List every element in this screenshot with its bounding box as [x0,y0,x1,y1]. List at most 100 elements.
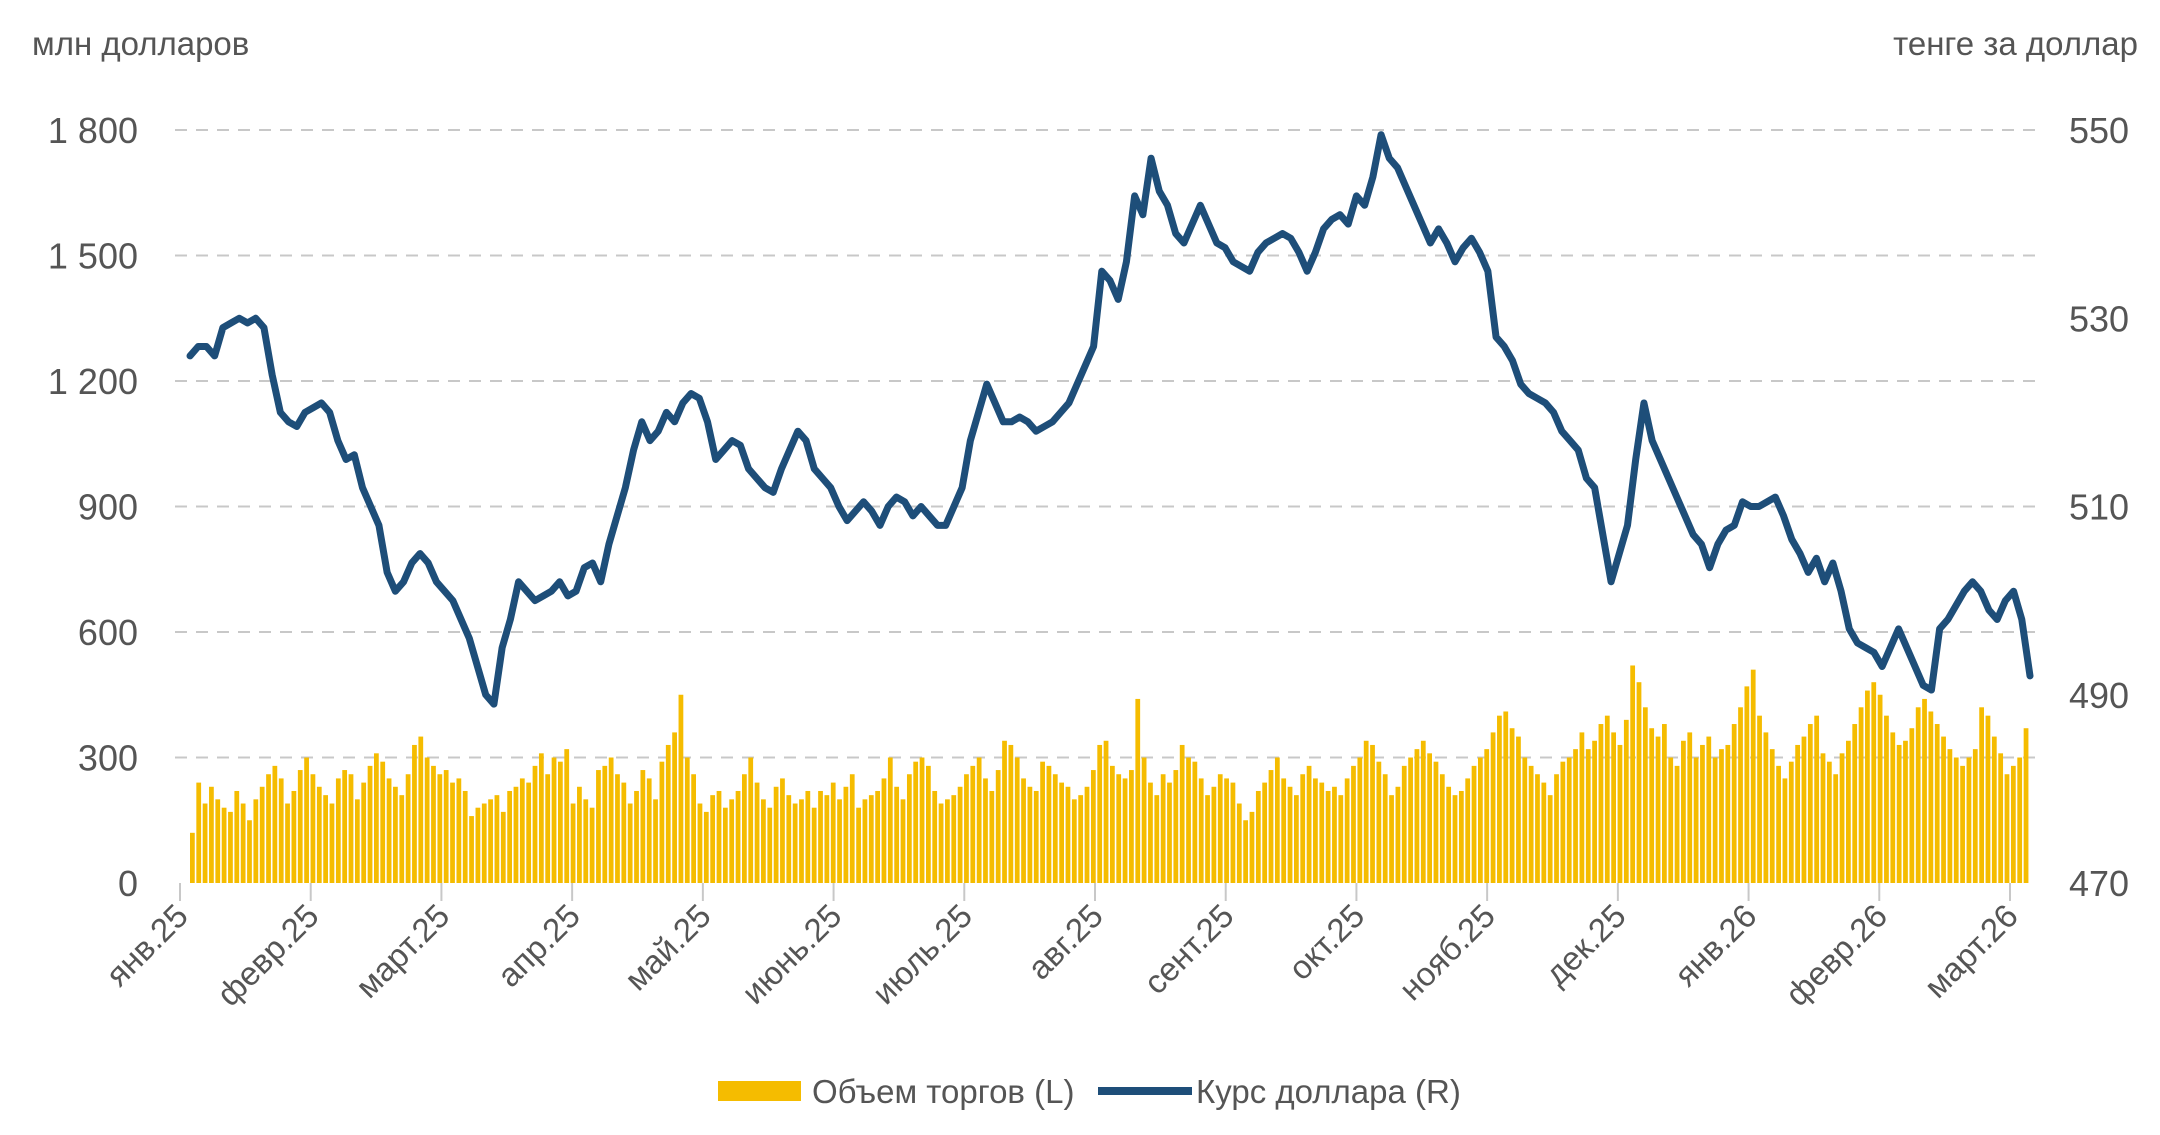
volume-bar [1046,765,1052,883]
exchange-rate-line [186,131,2034,708]
volume-bar [1084,786,1090,883]
left-tick-label: 0 [118,863,138,904]
x-tick-label: нояб.25 [1392,897,1502,1007]
volume-bar [900,799,906,883]
volume-bar [1141,757,1147,883]
volume-bar [374,753,379,883]
volume-bar [1300,774,1306,883]
volume-bar [240,803,246,883]
volume-bar [1579,732,1585,883]
volume-bar [1414,749,1420,883]
volume-bar [348,774,354,883]
volume-bar [1522,757,1528,883]
volume-bar [1839,753,1845,883]
volume-bar [1103,740,1109,883]
volume-bar [1763,732,1769,883]
volume-bar [1122,778,1128,883]
volume-bar [2017,757,2023,883]
volume-bar [1211,786,1217,883]
volume-bar [1325,790,1331,883]
volume-bar [1408,757,1413,883]
volume-bar [1401,765,1407,883]
volume-bar [1281,778,1287,883]
volume-bar [894,786,900,883]
volume-bar [1972,749,1978,883]
volume-bar [862,799,868,883]
volume-bar [532,765,538,883]
volume-bar [1167,782,1172,883]
volume-bar [1642,707,1648,883]
volume-bar [589,807,595,883]
volume-bar [247,820,252,883]
volume-bar [1611,732,1616,883]
volume-bar [945,799,950,883]
x-tick-label: дек.25 [1537,897,1632,992]
volume-bar [653,799,658,883]
volume-bar [1934,724,1940,883]
x-tick-label: июль.25 [865,897,979,1011]
volume-bar [1662,724,1667,883]
volume-bar [951,795,957,883]
volume-bar [558,761,563,883]
volume-bar [735,790,741,883]
volume-bar [190,832,195,883]
x-tick-label: март.25 [348,897,456,1005]
volume-bar [361,782,367,883]
volume-bar [481,803,487,883]
volume-bar [938,803,944,883]
volume-bar [1947,749,1953,883]
volume-bar [1776,765,1781,883]
volume-bar [1306,765,1312,883]
volume-bar [830,782,836,883]
volume-bar [1027,786,1033,883]
volume-bar [843,786,849,883]
volume-bar [881,778,887,883]
volume-bar [1205,795,1210,883]
volume-bar [329,803,335,883]
volume-bar [837,799,842,883]
volume-bar [418,736,424,883]
volume-bar [856,807,861,883]
volume-bar [570,803,576,883]
volume-bar [297,770,303,883]
volume-bar [1706,736,1712,883]
right-tick-label: 510 [2069,487,2129,528]
volume-bar [323,795,328,883]
volume-bar [767,807,773,883]
volume-bar [875,790,880,883]
volume-bar [919,757,925,883]
volume-bar [1186,757,1191,883]
legend-label-volume: Объем торгов (L) [812,1073,1074,1110]
right-tick-label: 550 [2069,110,2129,151]
volume-bar [1636,682,1642,883]
volume-bar [995,770,1001,883]
volume-bar [621,782,627,883]
volume-bar [1497,715,1502,883]
volume-bar [1382,774,1388,883]
volume-bar [215,799,221,883]
volume-bar [634,790,639,883]
volume-bar [761,799,766,883]
volume-bar [1433,761,1439,883]
volume-bar [1617,744,1623,883]
volume-bar [513,786,519,883]
volume-bar [538,753,544,883]
volume-bar [1033,790,1039,883]
volume-bar [1097,744,1103,883]
volume-bar [596,770,601,883]
volume-bar [1985,715,1991,883]
volume-bar [1249,811,1255,883]
volume-bar [665,744,671,883]
volume-bar [1769,749,1775,883]
volume-bar [1490,732,1496,883]
volume-bar [304,757,309,883]
volume-bar [500,811,506,883]
volume-bar [1554,774,1559,883]
volume-bar [1376,761,1382,883]
legend-swatch-volume [718,1081,801,1101]
volume-bar [1738,707,1743,883]
volume-bar [976,757,982,883]
right-tick-label: 530 [2069,298,2129,339]
x-tick-label: апр.25 [490,897,587,994]
x-tick-label: янв.25 [98,897,195,994]
